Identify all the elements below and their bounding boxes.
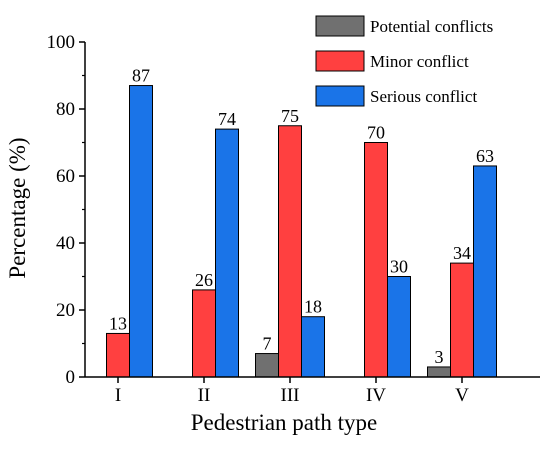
bar-minor-conflict-I (106, 332, 130, 378)
bar-serious-conflict-V (473, 165, 497, 378)
data-label: 34 (453, 243, 471, 263)
data-label: 63 (476, 146, 494, 166)
data-labels-group: 7 3 13 26 75 70 34 87 74 18 30 63 (109, 66, 494, 367)
bar-serious-conflict-I (129, 85, 153, 378)
bar-serious-conflict-IV (387, 276, 411, 378)
y-tick-label: 100 (47, 32, 76, 53)
bar-minor-conflict-V (450, 262, 474, 378)
legend-label: Potential conflicts (370, 17, 493, 36)
y-tick-label: 20 (56, 300, 75, 321)
data-label: 75 (281, 106, 299, 126)
bar-potential-conflicts-V (427, 366, 451, 378)
data-label: 7 (263, 334, 272, 354)
data-label: 87 (132, 66, 150, 86)
legend-label: Minor conflict (370, 52, 469, 71)
data-label: 74 (218, 109, 236, 129)
legend-swatch (315, 85, 365, 107)
x-tick-label: III (281, 385, 300, 406)
data-label: 18 (304, 297, 322, 317)
data-label: 3 (435, 347, 444, 367)
data-label: 13 (109, 313, 127, 333)
x-tick-label: I (115, 385, 121, 406)
x-tick-label: IV (366, 385, 386, 406)
y-axis-title: Percentage (%) (5, 137, 30, 278)
bar-potential-conflicts-III (255, 353, 279, 378)
x-tick-label: V (455, 385, 469, 406)
y-tick-label: 60 (56, 166, 75, 187)
x-axis-title: Pedestrian path type (191, 410, 378, 435)
data-label: 26 (195, 270, 213, 290)
data-label: 70 (367, 123, 385, 143)
legend-swatch (315, 50, 365, 72)
bars-group (106, 85, 497, 378)
y-tick-label: 0 (66, 367, 76, 388)
bar-minor-conflict-III (278, 125, 302, 378)
data-label: 30 (390, 257, 408, 277)
y-tick-label: 40 (56, 233, 75, 254)
x-tick-label: II (198, 385, 211, 406)
bar-minor-conflict-II (192, 289, 216, 378)
bar-serious-conflict-II (215, 128, 239, 378)
legend-label: Serious conflict (370, 87, 477, 106)
bar-serious-conflict-III (301, 316, 325, 378)
bar-minor-conflict-IV (364, 142, 388, 378)
legend-swatch (315, 15, 365, 37)
y-tick-label: 80 (56, 99, 75, 120)
legend: Potential conflicts Minor conflict Serious… (315, 15, 493, 107)
